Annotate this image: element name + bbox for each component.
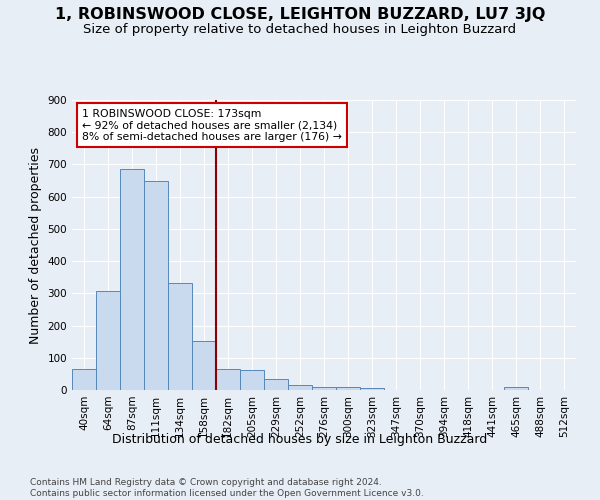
Bar bbox=[336, 387, 360, 390]
Bar bbox=[312, 387, 336, 390]
Text: Distribution of detached houses by size in Leighton Buzzard: Distribution of detached houses by size … bbox=[112, 432, 488, 446]
Bar bbox=[72, 369, 96, 390]
Bar bbox=[504, 387, 528, 390]
Bar bbox=[192, 341, 216, 390]
Bar bbox=[96, 291, 120, 390]
Bar bbox=[168, 283, 192, 390]
Bar bbox=[240, 370, 264, 390]
Text: Contains HM Land Registry data © Crown copyright and database right 2024.
Contai: Contains HM Land Registry data © Crown c… bbox=[30, 478, 424, 498]
Bar bbox=[288, 385, 312, 390]
Bar bbox=[144, 180, 168, 390]
Text: 1, ROBINSWOOD CLOSE, LEIGHTON BUZZARD, LU7 3JQ: 1, ROBINSWOOD CLOSE, LEIGHTON BUZZARD, L… bbox=[55, 8, 545, 22]
Bar bbox=[264, 378, 288, 390]
Text: 1 ROBINSWOOD CLOSE: 173sqm
← 92% of detached houses are smaller (2,134)
8% of se: 1 ROBINSWOOD CLOSE: 173sqm ← 92% of deta… bbox=[82, 108, 342, 142]
Y-axis label: Number of detached properties: Number of detached properties bbox=[29, 146, 42, 344]
Text: Size of property relative to detached houses in Leighton Buzzard: Size of property relative to detached ho… bbox=[83, 22, 517, 36]
Bar bbox=[216, 369, 240, 390]
Bar bbox=[360, 388, 384, 390]
Bar bbox=[120, 170, 144, 390]
